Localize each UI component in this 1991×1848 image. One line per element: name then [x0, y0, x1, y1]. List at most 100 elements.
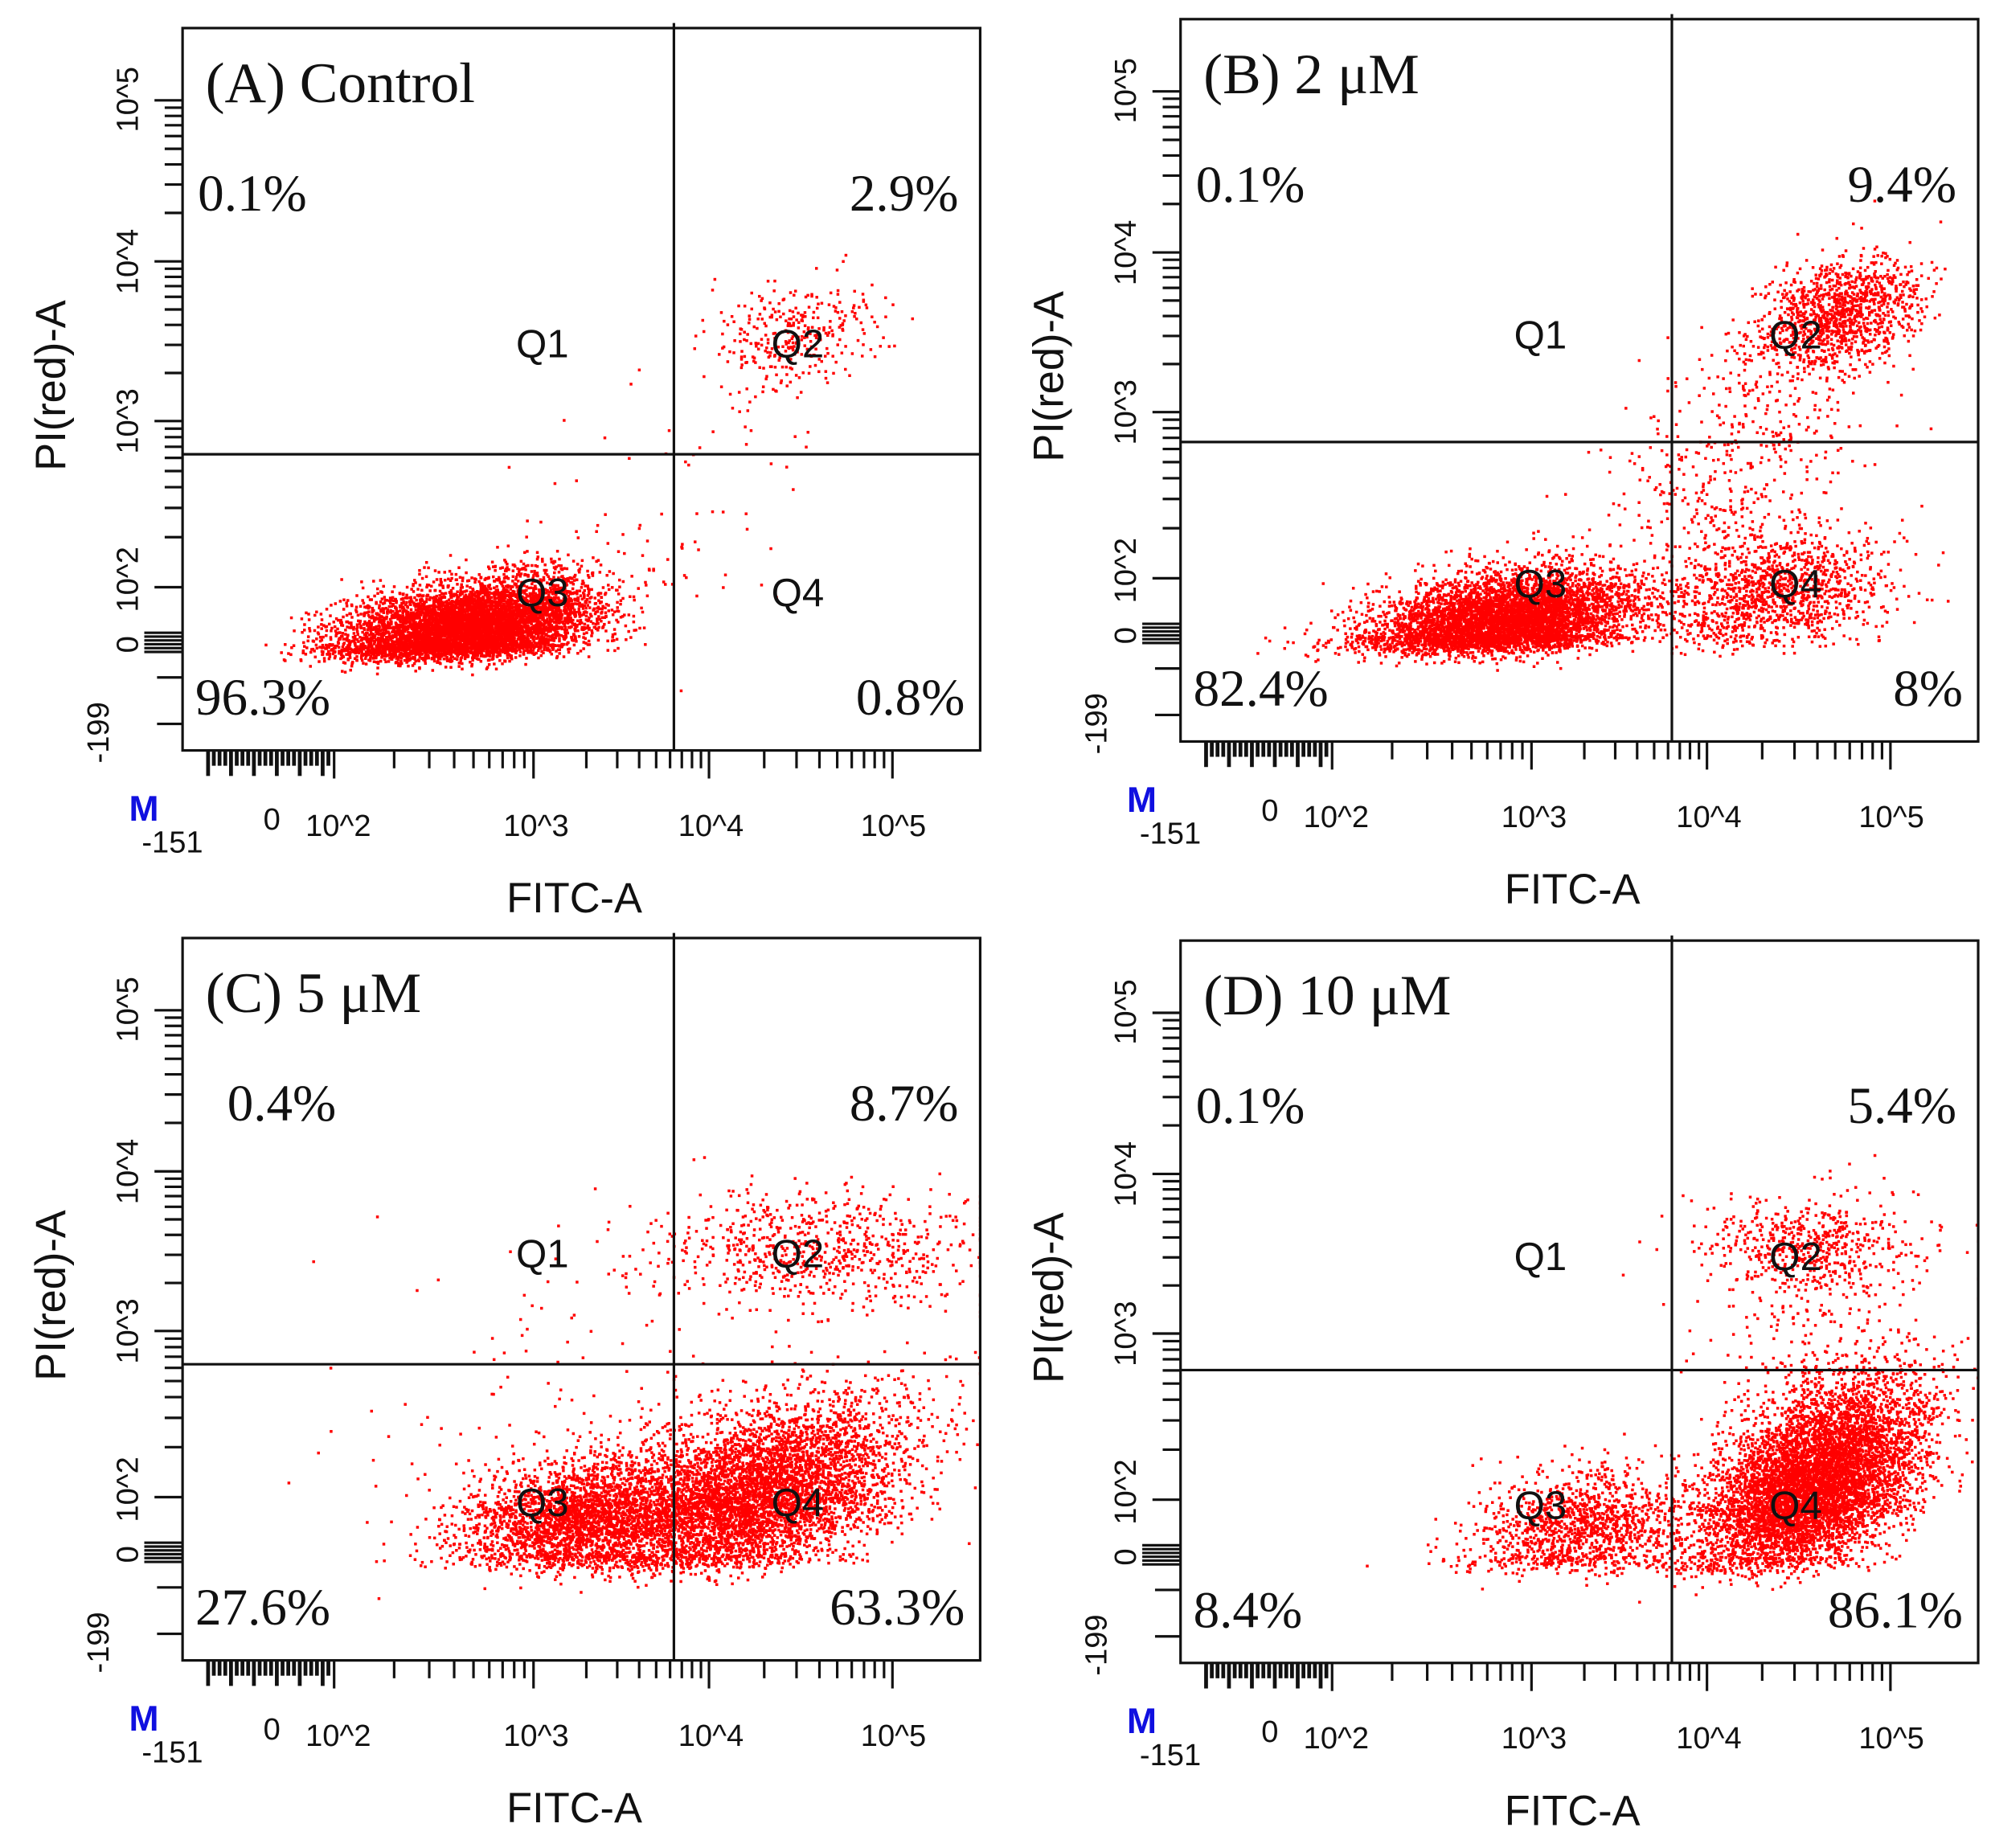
event-point: [424, 560, 428, 564]
event-point: [576, 629, 580, 633]
event-point: [405, 600, 408, 604]
event-point: [525, 585, 529, 588]
event-point: [555, 618, 558, 621]
event-point: [513, 609, 516, 613]
event-point: [501, 608, 504, 612]
event-point: [538, 625, 542, 628]
event-point: [531, 582, 534, 586]
event-point: [458, 642, 462, 645]
event-point: [313, 613, 317, 617]
event-point: [322, 645, 326, 649]
event-point: [588, 643, 592, 646]
event-point: [533, 629, 537, 632]
event-point: [465, 600, 468, 603]
event-point: [592, 556, 595, 559]
event-point: [459, 630, 463, 633]
event-point: [571, 639, 576, 642]
event-point: [621, 580, 625, 584]
event-point: [395, 625, 399, 629]
event-point: [328, 655, 332, 658]
event-point: [627, 613, 631, 617]
event-point: [309, 650, 313, 654]
event-point: [463, 652, 466, 655]
event-point: [436, 650, 440, 654]
event-point: [352, 625, 356, 629]
event-point: [529, 648, 533, 651]
event-point: [416, 634, 420, 638]
event-point: [322, 635, 325, 639]
event-point: [407, 664, 410, 668]
event-point: [426, 649, 430, 654]
event-point: [305, 611, 308, 615]
event-point: [407, 658, 411, 662]
event-point: [501, 584, 505, 588]
event-point: [551, 592, 555, 596]
event-point: [374, 618, 377, 621]
event-point: [553, 626, 557, 630]
event-point: [576, 592, 579, 596]
event-point: [519, 646, 522, 649]
event-point: [424, 634, 428, 637]
event-point: [506, 584, 510, 588]
event-point: [340, 578, 343, 581]
event-point: [530, 608, 533, 613]
event-point: [548, 621, 552, 625]
event-point: [533, 652, 537, 655]
event-point: [526, 637, 530, 641]
event-point: [555, 592, 558, 596]
event-point: [314, 643, 318, 647]
event-point: [343, 647, 346, 651]
event-point: [498, 646, 502, 649]
event-point: [573, 627, 576, 631]
event-point: [375, 649, 379, 653]
event-point: [450, 576, 453, 580]
event-point: [360, 654, 363, 657]
event-point: [489, 646, 493, 649]
event-point: [367, 610, 371, 613]
event-point: [458, 634, 461, 638]
event-point: [479, 660, 483, 663]
event-point: [462, 596, 466, 600]
event-point: [412, 649, 415, 653]
event-point: [531, 633, 534, 637]
event-point: [465, 651, 468, 655]
event-point: [424, 600, 428, 604]
event-point: [579, 618, 583, 622]
event-point: [451, 587, 455, 590]
event-point: [479, 617, 483, 621]
event-point: [369, 654, 373, 658]
event-point: [581, 580, 584, 583]
event-point: [537, 609, 541, 613]
event-point: [500, 635, 504, 639]
event-point: [435, 578, 439, 581]
event-point: [376, 662, 380, 666]
event-point: [293, 629, 296, 633]
event-point: [379, 659, 383, 663]
event-point: [577, 635, 581, 638]
event-point: [512, 637, 516, 641]
event-point: [514, 651, 518, 655]
event-point: [434, 654, 438, 658]
event-point: [357, 619, 360, 623]
event-point: [531, 563, 534, 568]
event-point: [573, 629, 577, 633]
event-point: [389, 626, 393, 630]
event-point: [453, 611, 457, 615]
event-point: [378, 604, 381, 607]
event-point: [583, 604, 587, 608]
event-point: [506, 645, 510, 649]
event-point: [305, 646, 309, 649]
event-point: [315, 610, 318, 614]
event-point: [432, 659, 436, 663]
event-point: [419, 600, 422, 604]
event-point: [558, 637, 561, 641]
event-point: [367, 606, 371, 610]
event-point: [311, 647, 315, 651]
event-point: [433, 625, 436, 629]
event-point: [588, 613, 592, 616]
event-point: [371, 606, 375, 610]
event-point: [349, 668, 352, 672]
event-point: [381, 602, 385, 605]
event-point: [458, 608, 462, 612]
event-point: [580, 586, 584, 589]
